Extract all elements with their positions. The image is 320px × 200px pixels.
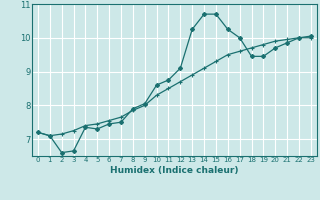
X-axis label: Humidex (Indice chaleur): Humidex (Indice chaleur)	[110, 166, 239, 175]
